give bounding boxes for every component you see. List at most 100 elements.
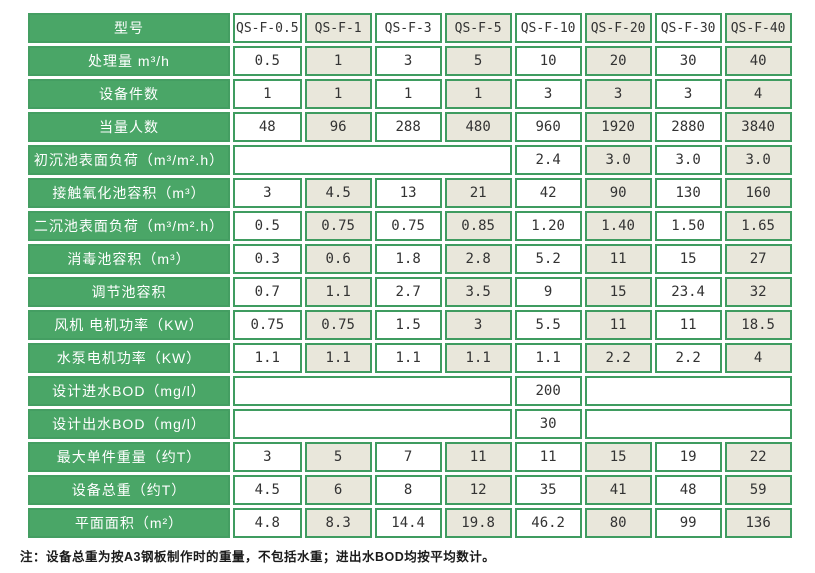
cell: 7 xyxy=(374,442,442,472)
cell: 1 xyxy=(304,46,372,76)
cell: 11 xyxy=(654,310,722,340)
table-row-total-weight: 设备总重（约T） 4.5 6 8 12 35 41 48 59 xyxy=(28,475,792,505)
cell: 3 xyxy=(584,79,652,109)
table-header-row: 型号 QS-F-0.5 QS-F-1 QS-F-3 QS-F-5 QS-F-10… xyxy=(28,13,792,43)
cell: 23.4 xyxy=(654,277,722,307)
cell: 130 xyxy=(654,178,722,208)
cell: 3 xyxy=(514,79,582,109)
cell: 160 xyxy=(724,178,792,208)
table-row-contact-oxidation-volume: 接触氧化池容积（m³） 3 4.5 13 21 42 90 130 160 xyxy=(28,178,792,208)
empty-cell xyxy=(233,409,512,439)
cell: 12 xyxy=(444,475,512,505)
empty-cell xyxy=(233,376,512,406)
cell: 42 xyxy=(514,178,582,208)
cell: 4.5 xyxy=(233,475,302,505)
spec-table: 型号 QS-F-0.5 QS-F-1 QS-F-3 QS-F-5 QS-F-10… xyxy=(25,10,795,541)
cell: 0.5 xyxy=(233,211,302,241)
table-row-secondary-settling-load: 二沉池表面负荷（m³/m².h） 0.5 0.75 0.75 0.85 1.20… xyxy=(28,211,792,241)
cell: 8.3 xyxy=(304,508,372,538)
cell: 4.8 xyxy=(233,508,302,538)
row-label-max-unit-weight: 最大单件重量（约T） xyxy=(28,442,230,472)
cell: 11 xyxy=(514,442,582,472)
cell: 2880 xyxy=(654,112,722,142)
cell: 15 xyxy=(584,442,652,472)
cell: 136 xyxy=(724,508,792,538)
cell: 46.2 xyxy=(514,508,582,538)
cell: 1.1 xyxy=(444,343,512,373)
cell: 4.5 xyxy=(304,178,372,208)
cell: 3.0 xyxy=(654,145,722,175)
cell: 18.5 xyxy=(724,310,792,340)
cell: 0.85 xyxy=(444,211,512,241)
cell: 2.8 xyxy=(444,244,512,274)
cell: 27 xyxy=(724,244,792,274)
row-label-outlet-bod: 设计出水BOD（mg/l） xyxy=(28,409,230,439)
cell: 1 xyxy=(374,79,442,109)
cell: 11 xyxy=(584,310,652,340)
header-model-qs-f-10: QS-F-10 xyxy=(514,13,582,43)
cell: 80 xyxy=(584,508,652,538)
cell: 1.20 xyxy=(514,211,582,241)
table-row-primary-settling-load: 初沉池表面负荷（m³/m².h） 2.4 3.0 3.0 3.0 xyxy=(28,145,792,175)
cell: 5 xyxy=(444,46,512,76)
cell: 10 xyxy=(514,46,582,76)
cell: 0.7 xyxy=(233,277,302,307)
cell: 19 xyxy=(654,442,722,472)
header-model-qs-f-0-5: QS-F-0.5 xyxy=(233,13,302,43)
cell: 3.0 xyxy=(724,145,792,175)
cell: 9 xyxy=(514,277,582,307)
row-label-total-weight: 设备总重（约T） xyxy=(28,475,230,505)
cell: 6 xyxy=(304,475,372,505)
cell: 4 xyxy=(724,343,792,373)
cell: 0.6 xyxy=(304,244,372,274)
cell: 30 xyxy=(514,409,582,439)
cell: 0.75 xyxy=(374,211,442,241)
table-row-max-unit-weight: 最大单件重量（约T） 3 5 7 11 11 15 19 22 xyxy=(28,442,792,472)
table-row-outlet-bod: 设计出水BOD（mg/l） 30 xyxy=(28,409,792,439)
cell: 480 xyxy=(444,112,512,142)
cell: 96 xyxy=(304,112,372,142)
cell: 3 xyxy=(374,46,442,76)
row-label-floor-area: 平面面积（m²） xyxy=(28,508,230,538)
header-model-qs-f-5: QS-F-5 xyxy=(444,13,512,43)
cell: 35 xyxy=(514,475,582,505)
cell: 1 xyxy=(233,79,302,109)
table-row-capacity: 处理量 m³/h 0.5 1 3 5 10 20 30 40 xyxy=(28,46,792,76)
cell: 14.4 xyxy=(374,508,442,538)
cell: 32 xyxy=(724,277,792,307)
header-model-qs-f-1: QS-F-1 xyxy=(304,13,372,43)
cell: 11 xyxy=(584,244,652,274)
footnote: 注：设备总重为按A3钢板制作时的重量，不包括水重；进出水BOD均按平均数计。 xyxy=(20,550,496,564)
cell: 21 xyxy=(444,178,512,208)
cell: 90 xyxy=(584,178,652,208)
cell: 3 xyxy=(654,79,722,109)
cell: 3.5 xyxy=(444,277,512,307)
cell: 1.1 xyxy=(233,343,302,373)
row-label-unit-count: 设备件数 xyxy=(28,79,230,109)
table-row-disinfection-tank-volume: 消毒池容积（m³） 0.3 0.6 1.8 2.8 5.2 11 15 27 xyxy=(28,244,792,274)
cell: 5.2 xyxy=(514,244,582,274)
cell: 40 xyxy=(724,46,792,76)
table-row-floor-area: 平面面积（m²） 4.8 8.3 14.4 19.8 46.2 80 99 13… xyxy=(28,508,792,538)
cell: 1.1 xyxy=(374,343,442,373)
empty-cell xyxy=(584,376,792,406)
cell: 0.75 xyxy=(233,310,302,340)
cell: 41 xyxy=(584,475,652,505)
cell: 5 xyxy=(304,442,372,472)
row-label-secondary-settling-load: 二沉池表面负荷（m³/m².h） xyxy=(28,211,230,241)
cell: 1.5 xyxy=(374,310,442,340)
empty-cell xyxy=(584,409,792,439)
cell: 30 xyxy=(654,46,722,76)
cell: 11 xyxy=(444,442,512,472)
cell: 1.50 xyxy=(654,211,722,241)
table-row-inlet-bod: 设计进水BOD（mg/l） 200 xyxy=(28,376,792,406)
cell: 1.65 xyxy=(724,211,792,241)
table-row-equivalent-population: 当量人数 48 96 288 480 960 1920 2880 3840 xyxy=(28,112,792,142)
cell: 960 xyxy=(514,112,582,142)
row-label-primary-settling-load: 初沉池表面负荷（m³/m².h） xyxy=(28,145,230,175)
cell: 15 xyxy=(584,277,652,307)
header-model-qs-f-3: QS-F-3 xyxy=(374,13,442,43)
row-label-contact-oxidation-volume: 接触氧化池容积（m³） xyxy=(28,178,230,208)
cell: 1 xyxy=(304,79,372,109)
